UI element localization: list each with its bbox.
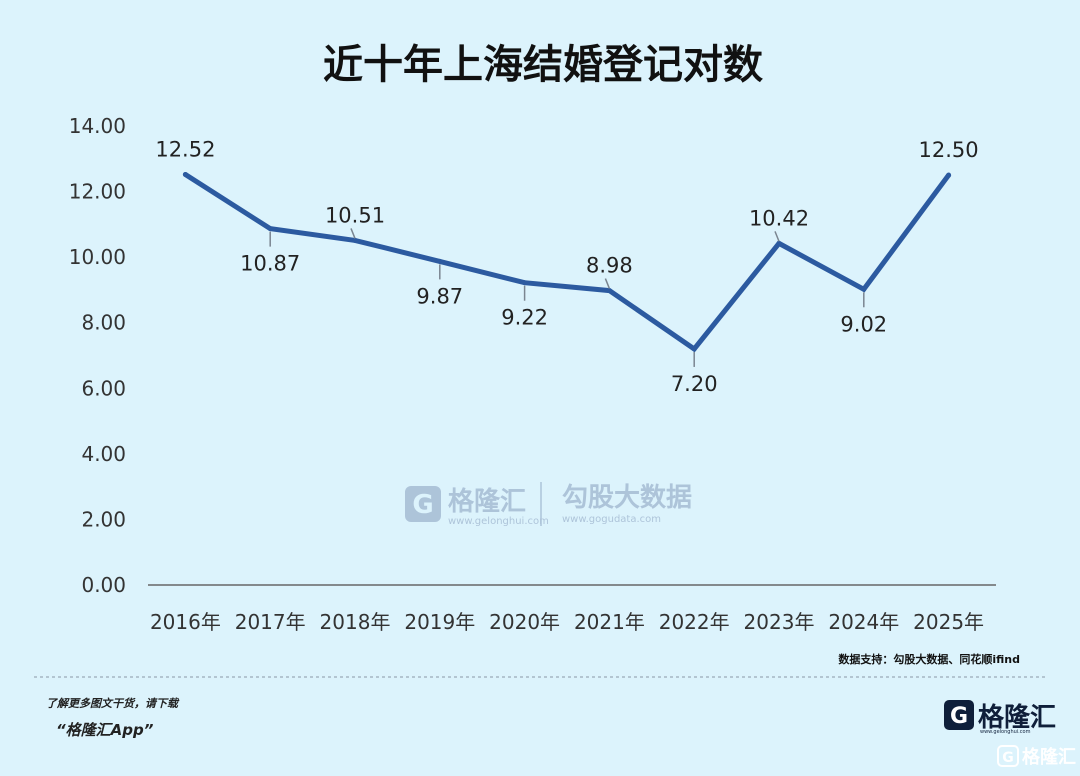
corner-g-icon	[997, 745, 1019, 767]
series-line-group	[182, 172, 952, 353]
data-point	[776, 240, 782, 246]
data-label: 9.87	[416, 284, 463, 308]
y-tick-label: 12.00	[69, 180, 126, 204]
y-tick-label: 2.00	[81, 507, 126, 531]
watermark: G 格隆汇 www.gelonghui.com 勾股大数据 www.goguda…	[405, 482, 692, 527]
x-axis: 2016年 2017年 2018年 2019年 2020年 2021年 2022年 2023年…	[150, 610, 984, 634]
y-axis: 0.00 2.00 4.00 6.00 8.00 10.00 12.00 14.00	[69, 114, 126, 597]
corner-mark-text: 格隆汇	[1022, 746, 1076, 768]
y-tick-label: 10.00	[69, 245, 126, 269]
label-leader	[604, 278, 611, 289]
g-logo-icon	[944, 700, 974, 730]
data-label: 10.42	[749, 206, 809, 230]
chart-title: 近十年上海结婚登记对数	[323, 42, 763, 88]
data-point	[522, 280, 528, 286]
x-tick-label: 2020年	[489, 610, 560, 634]
y-tick-label: 0.00	[81, 573, 126, 597]
data-point	[606, 288, 612, 294]
y-tick-label: 4.00	[81, 442, 126, 466]
watermark-url2: www.gogudata.com	[562, 514, 661, 525]
series-line	[182, 172, 952, 353]
promo-line-1: 了解更多图文干货，请下载	[46, 697, 180, 710]
data-point	[691, 346, 697, 352]
corner-watermark: G 格隆汇	[997, 745, 1076, 768]
data-point	[946, 172, 952, 178]
data-labels: 12.52 10.87 10.51 9.87 9.22 8.98 7.20 10.42 9.02…	[155, 138, 978, 396]
x-tick-label: 2019年	[404, 610, 475, 634]
watermark-brand2: 勾股大数据	[562, 483, 692, 513]
y-tick-label: 6.00	[81, 376, 126, 400]
x-tick-label: 2018年	[320, 610, 391, 634]
data-label: 9.22	[501, 306, 548, 330]
x-tick-label: 2024年	[828, 610, 899, 634]
data-point	[267, 226, 273, 232]
x-tick-label: 2022年	[659, 610, 730, 634]
label-leader	[774, 231, 780, 242]
x-tick-label: 2023年	[744, 610, 815, 634]
data-label: 10.87	[240, 252, 300, 276]
x-tick-label: 2016年	[150, 610, 221, 634]
brand-logo: G 格隆汇 www.gelonghui.com	[944, 700, 1056, 735]
data-point	[861, 286, 867, 292]
data-point	[352, 237, 358, 243]
data-label: 7.20	[671, 372, 718, 396]
y-tick-label: 14.00	[69, 114, 126, 138]
watermark-g-logo-icon	[405, 486, 441, 522]
x-tick-label: 2025年	[913, 610, 984, 634]
watermark-url1: www.gelonghui.com	[448, 516, 549, 527]
watermark-brand1: 格隆汇	[448, 486, 526, 517]
data-point	[437, 258, 443, 264]
data-label: 8.98	[586, 254, 633, 278]
svg-text:G: G	[412, 490, 433, 520]
x-tick-label: 2017年	[235, 610, 306, 634]
brand-name: 格隆汇	[978, 702, 1056, 733]
data-label: 10.51	[325, 203, 385, 227]
svg-text:G: G	[950, 704, 968, 729]
source-note: 数据支持：勾股大数据、同花顺ifind	[838, 652, 1020, 666]
data-label: 12.52	[155, 138, 215, 162]
promo-line-2: “格隆汇App”	[56, 721, 154, 739]
data-label: 9.02	[840, 312, 887, 336]
svg-text:G: G	[1002, 750, 1014, 766]
data-point	[182, 172, 188, 178]
y-tick-label: 8.00	[81, 311, 126, 335]
brand-url: www.gelonghui.com	[980, 729, 1031, 735]
x-tick-label: 2021年	[574, 610, 645, 634]
label-leader	[350, 228, 356, 239]
data-label: 12.50	[919, 138, 979, 162]
